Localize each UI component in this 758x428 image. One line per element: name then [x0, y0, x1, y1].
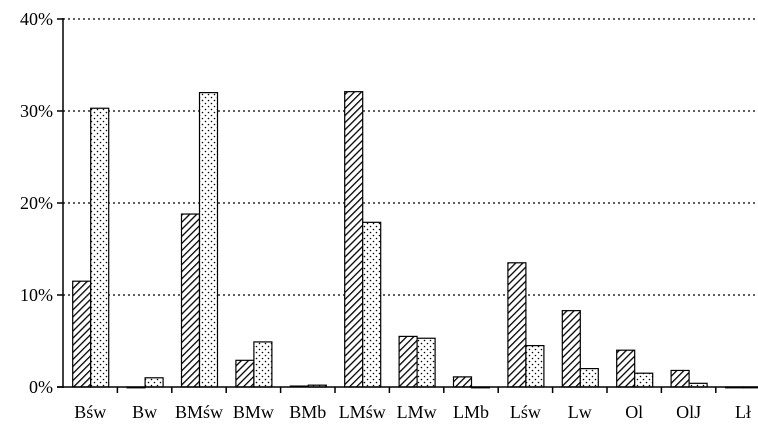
bar-hatched [72, 280, 92, 388]
bar-dotted [525, 345, 545, 388]
grid-lines [63, 18, 758, 296]
bar-dotted [362, 221, 382, 388]
x-tick-label: OlJ [676, 402, 701, 422]
y-tick-label: 40% [20, 9, 53, 29]
y-tick-label: 0% [29, 377, 53, 397]
bar-dotted [198, 91, 219, 388]
x-tick-label: LMw [397, 402, 437, 422]
bar-dotted [579, 368, 599, 388]
bar-hatched [180, 213, 201, 388]
x-tick-label: Bśw [74, 402, 106, 422]
bar-dotted [90, 107, 110, 388]
bar-hatched [344, 91, 364, 388]
y-tick-label: 30% [20, 101, 53, 121]
bar-dotted [634, 372, 654, 388]
bar-dotted [416, 337, 436, 388]
y-tick-label: 10% [20, 285, 53, 305]
y-tick-label: 20% [20, 193, 53, 213]
bar-hatched [507, 262, 527, 388]
bar-hatched [670, 369, 690, 388]
bar-hatched [616, 349, 636, 388]
x-tick-label: Lśw [510, 402, 541, 422]
x-tick-label: Ol [625, 402, 643, 422]
x-tick-label: BMb [289, 402, 326, 422]
y-tick-labels: 0% 10% 20% 30% 40% [20, 9, 53, 397]
bar-hatched [561, 310, 581, 388]
bar-hatched [235, 359, 255, 388]
x-tick-labels: Bśw Bw BMśw BMw BMb LMśw LMw LMb Lśw Lw Ol OlJ Lł [74, 402, 751, 422]
x-tick-label: LMb [453, 402, 489, 422]
bar-hatched [452, 376, 473, 388]
x-tick-label: Bw [132, 402, 157, 422]
x-tick-label: BMw [233, 402, 274, 422]
x-tick-label: Lw [568, 402, 592, 422]
bars [72, 91, 758, 389]
bar-dotted [253, 341, 273, 388]
axes [57, 18, 758, 393]
x-tick-label: LMśw [339, 402, 386, 422]
bar-dotted [144, 377, 164, 388]
x-tick-label: Lł [735, 402, 751, 422]
bar-hatched [398, 335, 418, 388]
x-tick-label: BMśw [175, 402, 223, 422]
